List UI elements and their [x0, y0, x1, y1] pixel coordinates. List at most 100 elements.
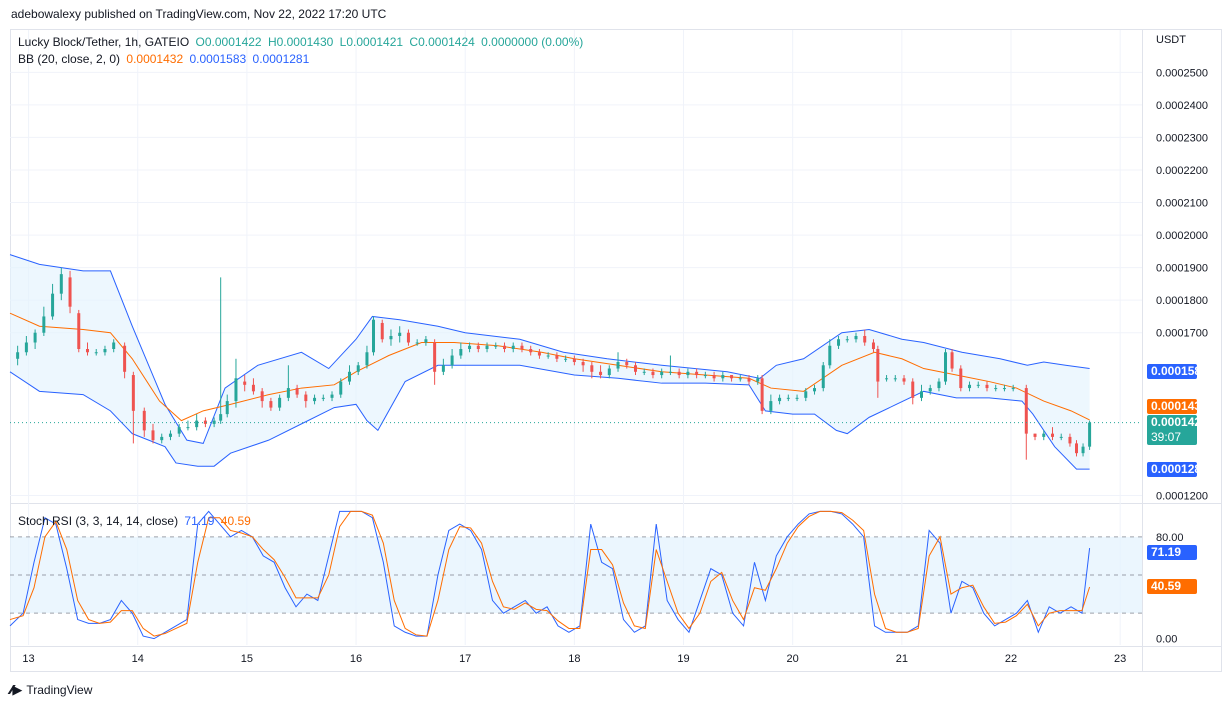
- candle-body[interactable]: [415, 342, 419, 344]
- candle-body[interactable]: [730, 375, 734, 379]
- candle-body[interactable]: [911, 381, 915, 398]
- candle-body[interactable]: [581, 362, 585, 366]
- candle-body[interactable]: [590, 365, 594, 372]
- bb-legend-name[interactable]: BB (20, close, 2, 0): [18, 52, 121, 66]
- candle-body[interactable]: [660, 371, 664, 376]
- candle-body[interactable]: [476, 345, 480, 350]
- candle-body[interactable]: [356, 365, 360, 372]
- candle-body[interactable]: [1050, 433, 1054, 437]
- candle-body[interactable]: [131, 375, 135, 411]
- candle-body[interactable]: [51, 293, 55, 317]
- candle-body[interactable]: [321, 397, 325, 399]
- candle-body[interactable]: [177, 427, 181, 434]
- candle-body[interactable]: [616, 362, 620, 369]
- candle-body[interactable]: [295, 388, 299, 395]
- candle-body[interactable]: [494, 345, 498, 347]
- candle-body[interactable]: [1033, 433, 1037, 437]
- candle-body[interactable]: [424, 339, 428, 343]
- candle-body[interactable]: [243, 381, 247, 385]
- candle-body[interactable]: [756, 378, 760, 382]
- candle-body[interactable]: [520, 345, 524, 350]
- candle-body[interactable]: [234, 378, 238, 402]
- candle-body[interactable]: [686, 371, 690, 376]
- candle-body[interactable]: [33, 332, 37, 343]
- candle-body[interactable]: [160, 436, 164, 441]
- candle-body[interactable]: [555, 355, 559, 359]
- candle-body[interactable]: [1011, 388, 1015, 390]
- candle-body[interactable]: [703, 375, 707, 377]
- candle-body[interactable]: [186, 427, 190, 429]
- candle-body[interactable]: [668, 371, 672, 373]
- candle-body[interactable]: [433, 342, 437, 372]
- candle-body[interactable]: [278, 397, 282, 408]
- candle-body[interactable]: [77, 313, 81, 350]
- candle-body[interactable]: [203, 420, 207, 424]
- candle-body[interactable]: [537, 352, 541, 356]
- candle-body[interactable]: [712, 375, 716, 379]
- candle-body[interactable]: [372, 319, 376, 353]
- candle-body[interactable]: [795, 397, 799, 399]
- candle-body[interactable]: [747, 378, 751, 382]
- candle-body[interactable]: [502, 345, 506, 350]
- candle-body[interactable]: [893, 378, 897, 380]
- candle-body[interactable]: [1002, 388, 1006, 390]
- candle-body[interactable]: [821, 365, 825, 389]
- candle-body[interactable]: [398, 332, 402, 336]
- candle-body[interactable]: [625, 362, 629, 366]
- candle-body[interactable]: [142, 410, 146, 431]
- candle-body[interactable]: [919, 391, 923, 398]
- candle-body[interactable]: [260, 391, 264, 402]
- candle-body[interactable]: [24, 342, 28, 353]
- candle-body[interactable]: [1059, 436, 1063, 438]
- candle-body[interactable]: [651, 371, 655, 376]
- candle-body[interactable]: [642, 371, 646, 373]
- stoch-legend-name[interactable]: Stoch RSI (3, 3, 14, 14, close): [18, 514, 179, 528]
- candle-body[interactable]: [546, 355, 550, 357]
- candle-body[interactable]: [485, 345, 489, 350]
- candle-body[interactable]: [985, 384, 989, 389]
- candle-body[interactable]: [760, 378, 764, 411]
- candle-body[interactable]: [86, 349, 90, 353]
- candle-body[interactable]: [365, 352, 369, 366]
- candle-body[interactable]: [459, 349, 463, 356]
- candle-body[interactable]: [1068, 436, 1072, 444]
- candle-body[interactable]: [1088, 422, 1092, 447]
- candle-body[interactable]: [103, 349, 107, 353]
- candle-body[interactable]: [845, 339, 849, 341]
- candle-body[interactable]: [112, 342, 116, 350]
- legend-symbol[interactable]: Lucky Block/Tether, 1h, GATEIO: [18, 35, 190, 49]
- candle-body[interactable]: [529, 349, 533, 353]
- candle-body[interactable]: [511, 345, 515, 350]
- candle-body[interactable]: [42, 316, 46, 333]
- candle-body[interactable]: [828, 345, 832, 366]
- candle-body[interactable]: [1024, 388, 1028, 434]
- candle-body[interactable]: [330, 394, 334, 398]
- candle-body[interactable]: [286, 388, 290, 398]
- candle-body[interactable]: [863, 335, 867, 343]
- candle-body[interactable]: [813, 388, 817, 392]
- candle-body[interactable]: [1081, 446, 1085, 454]
- candle-body[interactable]: [778, 397, 782, 402]
- candle-body[interactable]: [885, 378, 889, 380]
- candle-body[interactable]: [94, 352, 98, 354]
- candle-body[interactable]: [389, 335, 393, 340]
- candle-body[interactable]: [959, 368, 963, 389]
- candle-body[interactable]: [151, 430, 155, 441]
- candle-body[interactable]: [769, 401, 773, 411]
- candle-body[interactable]: [928, 388, 932, 392]
- candle-body[interactable]: [786, 397, 790, 399]
- candle-body[interactable]: [225, 401, 229, 415]
- candle-body[interactable]: [937, 381, 941, 389]
- candle-body[interactable]: [572, 358, 576, 363]
- candle-body[interactable]: [677, 371, 681, 376]
- candle-body[interactable]: [16, 352, 20, 359]
- candle-body[interactable]: [59, 274, 63, 294]
- candle-body[interactable]: [251, 384, 255, 392]
- candle-body[interactable]: [347, 371, 351, 382]
- candle-body[interactable]: [738, 378, 742, 380]
- candle-body[interactable]: [721, 375, 725, 379]
- candle-body[interactable]: [994, 388, 998, 390]
- candle-body[interactable]: [450, 355, 454, 366]
- candle-body[interactable]: [837, 339, 841, 346]
